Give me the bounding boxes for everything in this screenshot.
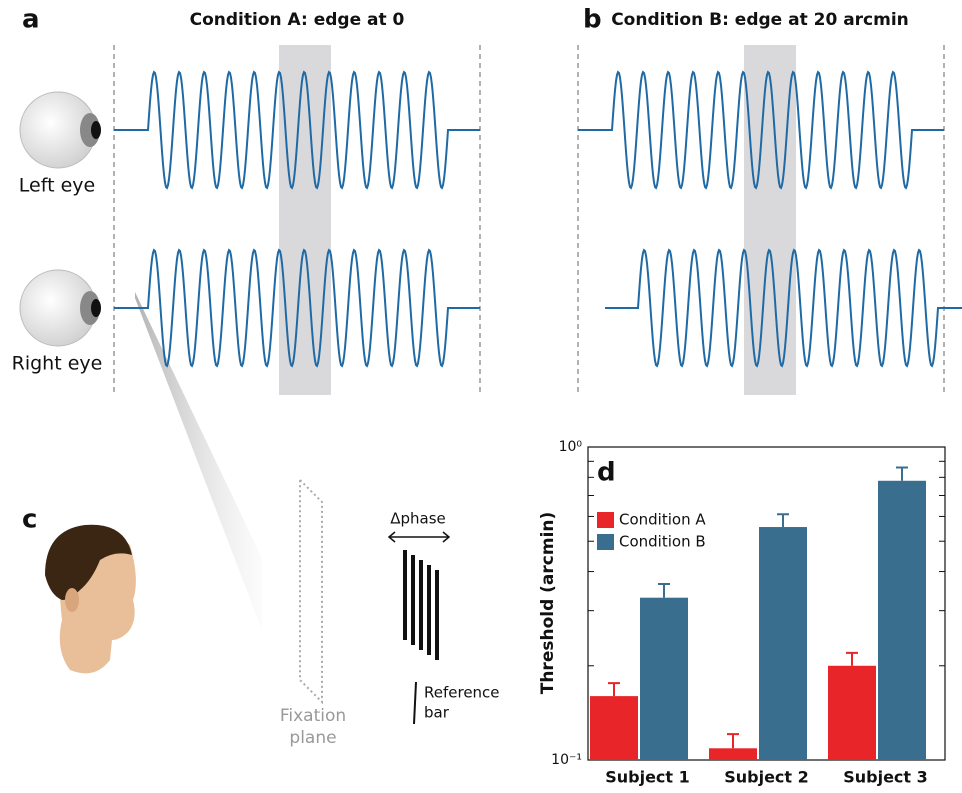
error-bar xyxy=(777,514,789,527)
error-bar xyxy=(896,468,908,481)
bar xyxy=(590,696,638,760)
x-tick-label: Subject 2 xyxy=(724,768,809,787)
figure: a Condition A: edge at 0 b Condition B: … xyxy=(0,0,962,793)
legend-label: Condition A xyxy=(619,511,706,529)
panel-letter: c xyxy=(22,505,37,535)
phase-arrow xyxy=(389,532,449,542)
legend-swatch xyxy=(597,534,614,550)
phase-label: Δphase xyxy=(390,510,446,528)
fixation-label: plane xyxy=(289,728,336,748)
right-eye xyxy=(20,270,101,346)
reference-bar xyxy=(414,682,416,724)
eye-label: Right eye xyxy=(12,353,103,375)
overlap-band xyxy=(744,45,796,395)
fixation-plane xyxy=(300,480,322,702)
bar xyxy=(640,598,688,760)
panel-letter: a xyxy=(22,5,40,35)
head xyxy=(45,525,136,674)
error-bar xyxy=(846,653,858,666)
gaze-cone xyxy=(135,292,262,630)
left-eye xyxy=(20,92,101,168)
error-bar xyxy=(727,734,739,748)
y-axis-title: Threshold (arcmin) xyxy=(538,512,558,695)
panel-title: Condition B: edge at 20 arcmin xyxy=(611,10,909,30)
bar xyxy=(709,748,757,760)
overlap-band xyxy=(279,45,331,395)
error-bar xyxy=(658,584,670,598)
y-tick-label: 10⁰ xyxy=(559,439,583,455)
x-tick-label: Subject 3 xyxy=(843,768,928,787)
fixation-label: Fixation xyxy=(280,706,346,726)
panel-letter: b xyxy=(583,5,602,35)
error-bar xyxy=(608,683,620,696)
bar xyxy=(878,481,926,760)
bar xyxy=(759,527,807,760)
eye-label: Left eye xyxy=(19,175,95,197)
bar xyxy=(828,666,876,760)
y-tick-label: 10⁻¹ xyxy=(551,752,582,768)
legend-label: Condition B xyxy=(619,533,706,551)
legend-swatch xyxy=(597,512,614,528)
reference-label: Reference xyxy=(424,684,500,702)
panel-letter: d xyxy=(597,458,616,488)
panel-title: Condition A: edge at 0 xyxy=(190,10,405,30)
x-tick-label: Subject 1 xyxy=(605,768,690,787)
reference-label: bar xyxy=(424,704,450,722)
grating-bars xyxy=(405,550,437,660)
